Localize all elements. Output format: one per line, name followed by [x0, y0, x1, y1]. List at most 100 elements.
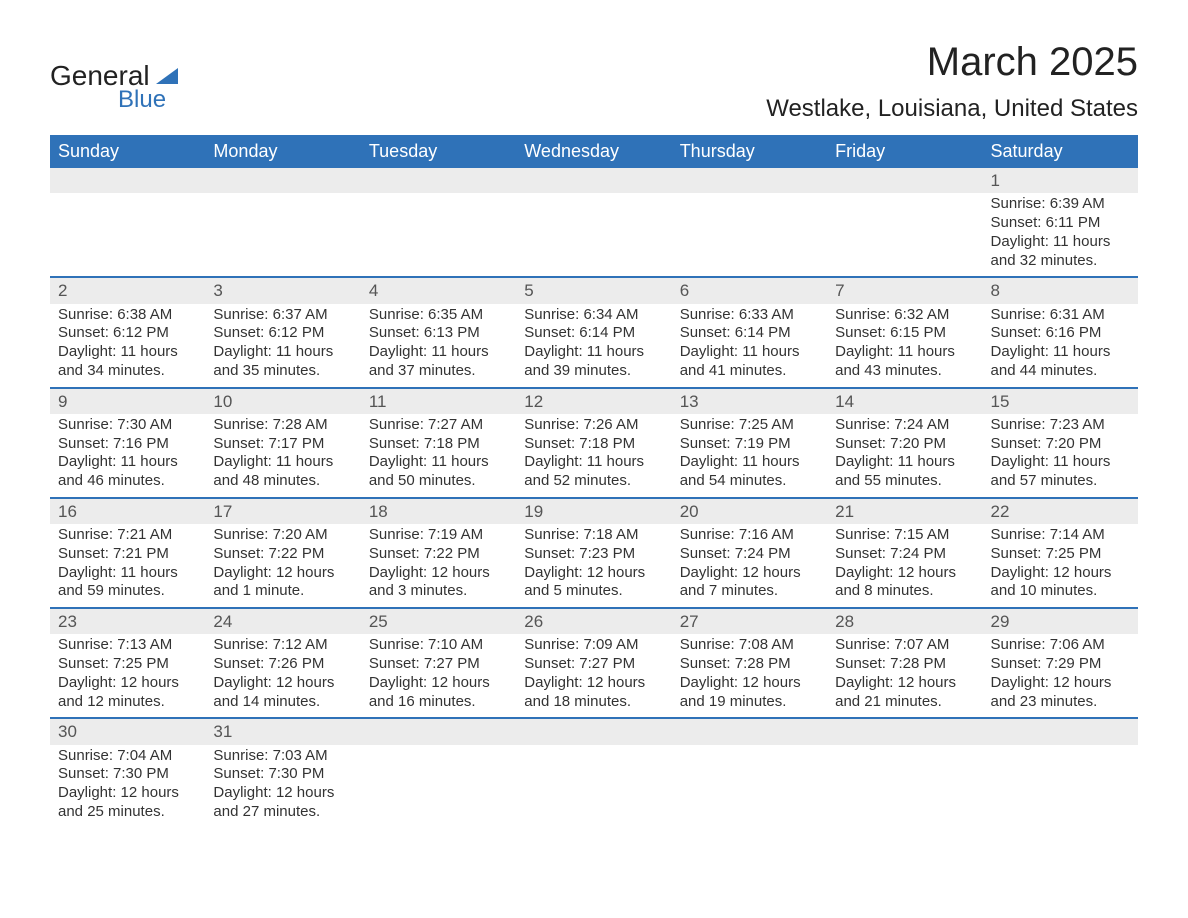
sunset-text: Sunset: 7:20 PM [991, 435, 1130, 454]
daylight-text: and 18 minutes. [524, 693, 663, 712]
logo-text-blue: Blue [118, 86, 166, 114]
day-number: 4 [361, 277, 516, 303]
daylight-text: Daylight: 12 hours [680, 674, 819, 693]
day-number: 13 [672, 388, 827, 414]
day-cell: Sunrise: 7:19 AMSunset: 7:22 PMDaylight:… [361, 524, 516, 608]
daylight-text: and 23 minutes. [991, 693, 1130, 712]
day-number-row: 3031 [50, 718, 1138, 744]
weekday-header: Sunday [50, 135, 205, 168]
day-cell: Sunrise: 7:07 AMSunset: 7:28 PMDaylight:… [827, 634, 982, 718]
day-data-row: Sunrise: 7:13 AMSunset: 7:25 PMDaylight:… [50, 634, 1138, 718]
day-number: 24 [205, 608, 360, 634]
day-number: 18 [361, 498, 516, 524]
day-cell: Sunrise: 6:33 AMSunset: 6:14 PMDaylight:… [672, 304, 827, 388]
day-number: 22 [983, 498, 1138, 524]
day-data-row: Sunrise: 6:39 AMSunset: 6:11 PMDaylight:… [50, 193, 1138, 277]
day-number [516, 718, 671, 744]
sunrise-text: Sunrise: 7:04 AM [58, 747, 197, 766]
day-cell [827, 745, 982, 828]
sunrise-text: Sunrise: 7:16 AM [680, 526, 819, 545]
daylight-text: Daylight: 11 hours [524, 343, 663, 362]
day-number [827, 168, 982, 193]
weekday-header: Thursday [672, 135, 827, 168]
sunset-text: Sunset: 6:13 PM [369, 324, 508, 343]
sunset-text: Sunset: 7:30 PM [58, 765, 197, 784]
sunrise-text: Sunrise: 6:31 AM [991, 306, 1130, 325]
daylight-text: Daylight: 12 hours [991, 674, 1130, 693]
day-number [361, 168, 516, 193]
sunset-text: Sunset: 6:14 PM [524, 324, 663, 343]
day-cell: Sunrise: 7:27 AMSunset: 7:18 PMDaylight:… [361, 414, 516, 498]
sunset-text: Sunset: 7:17 PM [213, 435, 352, 454]
sunset-text: Sunset: 7:27 PM [369, 655, 508, 674]
day-number [983, 718, 1138, 744]
sunset-text: Sunset: 7:18 PM [524, 435, 663, 454]
daylight-text: and 57 minutes. [991, 472, 1130, 491]
daylight-text: and 34 minutes. [58, 362, 197, 381]
day-number [516, 168, 671, 193]
daylight-text: Daylight: 12 hours [369, 674, 508, 693]
sunrise-text: Sunrise: 7:15 AM [835, 526, 974, 545]
weekday-header: Tuesday [361, 135, 516, 168]
weekday-header: Saturday [983, 135, 1138, 168]
day-number: 6 [672, 277, 827, 303]
day-cell: Sunrise: 7:28 AMSunset: 7:17 PMDaylight:… [205, 414, 360, 498]
day-cell: Sunrise: 7:16 AMSunset: 7:24 PMDaylight:… [672, 524, 827, 608]
sunset-text: Sunset: 6:11 PM [991, 214, 1130, 233]
sunrise-text: Sunrise: 7:24 AM [835, 416, 974, 435]
sunset-text: Sunset: 7:19 PM [680, 435, 819, 454]
day-number: 19 [516, 498, 671, 524]
sunset-text: Sunset: 7:22 PM [369, 545, 508, 564]
daylight-text: and 19 minutes. [680, 693, 819, 712]
daylight-text: and 41 minutes. [680, 362, 819, 381]
sunset-text: Sunset: 7:29 PM [991, 655, 1130, 674]
daylight-text: Daylight: 11 hours [213, 453, 352, 472]
daylight-text: Daylight: 12 hours [213, 564, 352, 583]
day-number-row: 2345678 [50, 277, 1138, 303]
daylight-text: and 10 minutes. [991, 582, 1130, 601]
day-cell: Sunrise: 6:32 AMSunset: 6:15 PMDaylight:… [827, 304, 982, 388]
day-cell [516, 745, 671, 828]
day-cell: Sunrise: 7:04 AMSunset: 7:30 PMDaylight:… [50, 745, 205, 828]
day-number: 3 [205, 277, 360, 303]
day-cell: Sunrise: 7:23 AMSunset: 7:20 PMDaylight:… [983, 414, 1138, 498]
day-number: 27 [672, 608, 827, 634]
day-number [827, 718, 982, 744]
daylight-text: and 52 minutes. [524, 472, 663, 491]
logo-triangle-icon [156, 68, 178, 84]
daylight-text: Daylight: 11 hours [58, 343, 197, 362]
sunrise-text: Sunrise: 7:20 AM [213, 526, 352, 545]
weekday-header-row: Sunday Monday Tuesday Wednesday Thursday… [50, 135, 1138, 168]
daylight-text: Daylight: 12 hours [58, 784, 197, 803]
day-cell [516, 193, 671, 277]
day-cell: Sunrise: 7:15 AMSunset: 7:24 PMDaylight:… [827, 524, 982, 608]
sunrise-text: Sunrise: 7:07 AM [835, 636, 974, 655]
day-cell: Sunrise: 7:10 AMSunset: 7:27 PMDaylight:… [361, 634, 516, 718]
sunrise-text: Sunrise: 7:25 AM [680, 416, 819, 435]
sunrise-text: Sunrise: 6:38 AM [58, 306, 197, 325]
day-cell: Sunrise: 7:08 AMSunset: 7:28 PMDaylight:… [672, 634, 827, 718]
daylight-text: and 50 minutes. [369, 472, 508, 491]
sunrise-text: Sunrise: 7:26 AM [524, 416, 663, 435]
day-number: 1 [983, 168, 1138, 193]
daylight-text: Daylight: 12 hours [524, 674, 663, 693]
day-cell [672, 745, 827, 828]
day-cell: Sunrise: 7:12 AMSunset: 7:26 PMDaylight:… [205, 634, 360, 718]
weekday-header: Monday [205, 135, 360, 168]
day-cell: Sunrise: 6:34 AMSunset: 6:14 PMDaylight:… [516, 304, 671, 388]
day-cell [983, 745, 1138, 828]
day-number-row: 9101112131415 [50, 388, 1138, 414]
daylight-text: and 27 minutes. [213, 803, 352, 822]
sunset-text: Sunset: 7:27 PM [524, 655, 663, 674]
sunrise-text: Sunrise: 7:03 AM [213, 747, 352, 766]
daylight-text: and 37 minutes. [369, 362, 508, 381]
sunrise-text: Sunrise: 7:06 AM [991, 636, 1130, 655]
daylight-text: Daylight: 12 hours [213, 784, 352, 803]
daylight-text: and 55 minutes. [835, 472, 974, 491]
day-cell [827, 193, 982, 277]
day-number: 17 [205, 498, 360, 524]
day-cell: Sunrise: 7:09 AMSunset: 7:27 PMDaylight:… [516, 634, 671, 718]
page-title: March 2025 [766, 40, 1138, 85]
day-cell: Sunrise: 7:26 AMSunset: 7:18 PMDaylight:… [516, 414, 671, 498]
day-number [205, 168, 360, 193]
